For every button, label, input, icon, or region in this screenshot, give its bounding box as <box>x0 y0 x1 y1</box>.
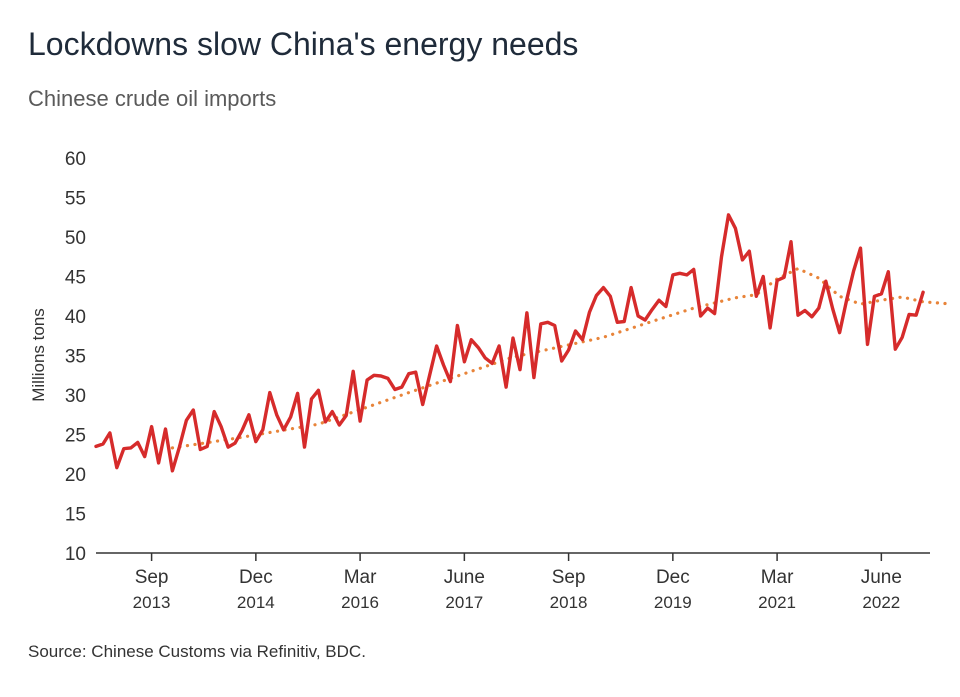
x-tick-month: Mar <box>761 567 794 588</box>
x-axis: Sep 2013 Dec 2014 Mar 2016 June 2017 Sep 2018 Dec 2… <box>96 552 930 612</box>
y-tick-label: 60 <box>65 149 86 170</box>
x-tick-year: 2014 <box>237 593 275 612</box>
y-tick-label: 50 <box>65 228 86 249</box>
y-tick-label: 40 <box>65 307 86 328</box>
x-tick-month: Mar <box>344 567 377 588</box>
y-tick-label: 45 <box>65 268 86 289</box>
y-tick-label: 15 <box>65 505 86 526</box>
x-tick-month: June <box>444 567 485 588</box>
x-tick-year: 2016 <box>341 593 379 612</box>
y-tick-label: 20 <box>65 465 86 486</box>
chart-title: Lockdowns slow China's energy needs <box>28 26 579 62</box>
x-tick-month: Dec <box>656 567 690 588</box>
source-note: Source: Chinese Customs via Refinitiv, B… <box>28 642 366 661</box>
x-tick-year: 2017 <box>445 593 483 612</box>
x-tick-month: Sep <box>135 567 169 588</box>
y-tick-label: 35 <box>65 347 86 368</box>
y-tick-label: 55 <box>65 189 86 210</box>
trend-line <box>170 266 953 450</box>
chart-subtitle: Chinese crude oil imports <box>28 86 277 111</box>
x-tick-year: 2018 <box>550 593 588 612</box>
x-tick-month: Sep <box>552 567 586 588</box>
y-tick-label: 25 <box>65 426 86 447</box>
y-axis-label: Millions tons <box>29 308 48 402</box>
x-tick-month: June <box>861 567 902 588</box>
x-tick-month: Dec <box>239 567 273 588</box>
x-tick-year: 2013 <box>133 593 171 612</box>
imports-line <box>94 213 925 473</box>
x-tick-year: 2022 <box>862 593 900 612</box>
x-tick-year: 2021 <box>758 593 796 612</box>
y-tick-label: 30 <box>65 386 86 407</box>
y-tick-label: 10 <box>65 544 86 565</box>
y-axis: 10 15 20 25 30 35 40 45 50 55 60 <box>65 149 86 565</box>
x-tick-year: 2019 <box>654 593 692 612</box>
